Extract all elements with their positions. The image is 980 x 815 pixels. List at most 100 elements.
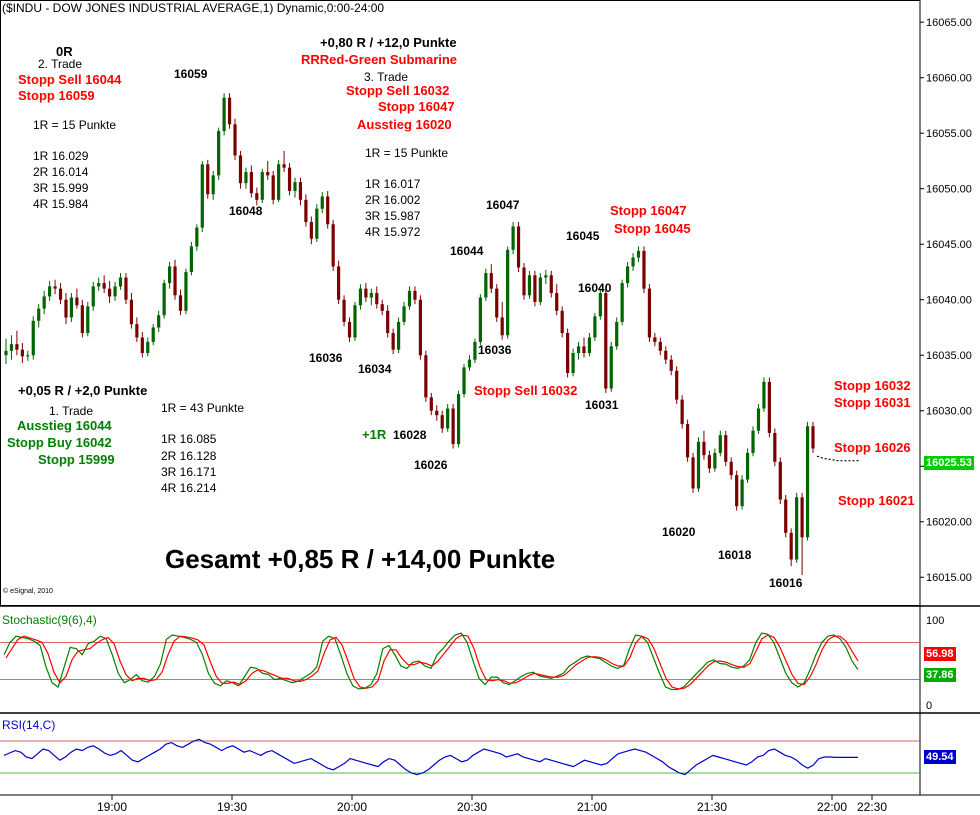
stopp-16031: Stopp 16031 xyxy=(834,395,911,410)
price-label: 16036 xyxy=(478,343,512,357)
candle-body xyxy=(669,359,673,371)
candle-body xyxy=(396,321,401,350)
candle-body xyxy=(407,290,412,307)
candle-body xyxy=(282,164,286,168)
candle-body xyxy=(118,277,123,287)
candle-body xyxy=(751,430,755,453)
trade3-setup: RRRed-Green Submarine xyxy=(301,52,458,67)
candle-body xyxy=(696,441,701,489)
candle-body xyxy=(516,226,521,268)
candle-body xyxy=(298,182,303,200)
candle-body xyxy=(571,353,575,373)
candle-body xyxy=(675,370,679,400)
candle-body xyxy=(691,457,695,489)
price-label: 16031 xyxy=(585,398,619,412)
price-label: 16028 xyxy=(393,428,427,442)
price-tick-label: 16030.00 xyxy=(926,406,972,418)
candle-body xyxy=(238,155,243,184)
price-tick-label: 16040.00 xyxy=(926,295,972,307)
candle-body xyxy=(680,399,684,425)
candle-body xyxy=(184,271,188,311)
candle-body xyxy=(358,288,363,306)
stopp-16026: Stopp 16026 xyxy=(834,440,911,455)
candle-body xyxy=(511,226,515,250)
candle-body xyxy=(495,288,499,318)
stoch-d-line xyxy=(5,634,859,690)
candle-body xyxy=(522,267,526,296)
trade2-level: 2R 16.014 xyxy=(33,165,89,179)
candle-body xyxy=(135,324,139,338)
candle-body xyxy=(418,299,423,356)
candle-body xyxy=(342,299,346,322)
candle-body xyxy=(178,295,183,311)
stopp-16021: Stopp 16021 xyxy=(838,493,915,508)
candle-body xyxy=(560,310,564,334)
candle-body xyxy=(157,315,161,328)
trade1-stopp: Stopp 15999 xyxy=(38,452,115,467)
candle-body xyxy=(69,297,74,318)
trade1-level: 3R 16.171 xyxy=(161,465,217,479)
candle-body xyxy=(326,196,330,225)
candle-body xyxy=(587,337,592,354)
stopp-16045: Stopp 16045 xyxy=(614,221,691,236)
candle-body xyxy=(293,182,297,191)
trade3-label: 3. Trade xyxy=(364,70,409,84)
candle-body xyxy=(440,415,444,429)
candle-body xyxy=(386,310,390,334)
candle-body xyxy=(658,341,662,351)
candle-body xyxy=(767,381,771,433)
candle-body xyxy=(456,394,461,445)
candle-body xyxy=(435,410,439,416)
candle-body xyxy=(762,381,766,409)
rsi-badge: 49.54 xyxy=(924,750,956,764)
trade3-level: 2R 16.002 xyxy=(365,193,421,207)
chart-title: ($INDU - DOW JONES INDUSTRIAL AVERAGE,1)… xyxy=(2,1,385,15)
trade3-level: 3R 15.987 xyxy=(365,209,421,223)
candle-body xyxy=(227,97,232,125)
candle-body xyxy=(462,367,466,395)
candle-body xyxy=(244,172,248,184)
candle-body xyxy=(15,344,19,350)
candle-body xyxy=(789,532,793,560)
time-tick-label: 21:00 xyxy=(577,800,607,814)
price-label: 16044 xyxy=(450,244,484,258)
plus-1r-label: +1R xyxy=(362,427,387,442)
price-tick-label: 16045.00 xyxy=(926,239,972,251)
candle-body xyxy=(200,164,204,228)
candle-body xyxy=(20,349,24,357)
price-tick-label: 16065.00 xyxy=(926,17,972,29)
rsi-label: RSI(14,C) xyxy=(2,718,56,732)
candle-body xyxy=(604,293,608,389)
trade1-level: 1R 16.085 xyxy=(161,432,217,446)
time-tick-label: 22:00 xyxy=(817,800,847,814)
price-panel-frame xyxy=(0,0,921,606)
candle-body xyxy=(555,293,559,311)
stoch-k-badge: 56.98 xyxy=(924,647,956,661)
price-label: 16048 xyxy=(229,204,263,218)
candle-body xyxy=(653,337,657,342)
time-tick-label: 20:30 xyxy=(457,800,487,814)
candle-body xyxy=(707,455,711,469)
candle-body xyxy=(277,164,281,200)
candle-body xyxy=(647,288,652,338)
candle-body xyxy=(48,286,52,297)
candle-body xyxy=(593,316,597,338)
candle-body xyxy=(189,246,193,272)
candle-body xyxy=(402,306,406,322)
candle-body xyxy=(636,250,641,258)
candle-body xyxy=(353,305,357,338)
candle-body xyxy=(167,266,172,284)
candle-body xyxy=(91,286,95,307)
trade1-exit: Ausstieg 16044 xyxy=(17,418,112,433)
price-label: 16059 xyxy=(174,67,208,81)
price-label: 16018 xyxy=(718,548,752,562)
trade3-level: 1R 16.017 xyxy=(365,177,421,191)
zero-r-label: 0R xyxy=(56,44,73,59)
candle-body xyxy=(369,293,373,298)
candle-body xyxy=(26,355,30,357)
candle-body xyxy=(380,304,384,311)
candle-body xyxy=(315,208,319,239)
candle-body xyxy=(756,408,761,431)
candle-body xyxy=(467,359,472,368)
